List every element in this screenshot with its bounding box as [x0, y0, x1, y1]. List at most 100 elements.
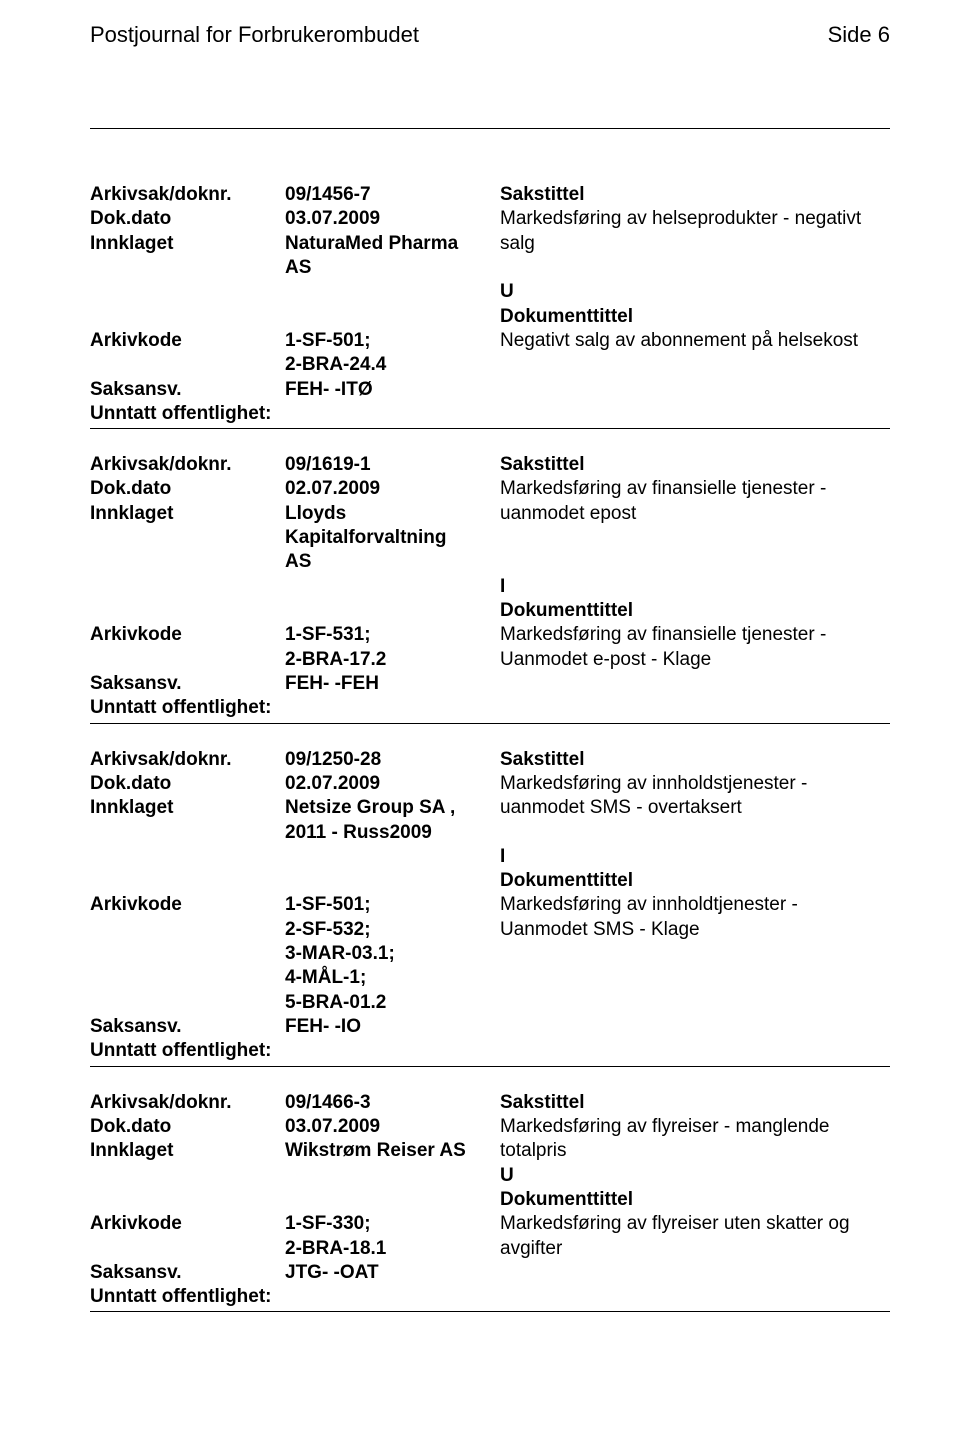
entry-row: Arkivkode 1-SF-330; Markedsføring av fly… [90, 1212, 890, 1236]
field-mid: 1-SF-501; [285, 893, 500, 917]
entry-row: Arkivkode 1-SF-531; Markedsføring av fin… [90, 623, 890, 647]
field-right: Markedsføring av flyreiser - manglende [500, 1115, 890, 1139]
field-label: Saksansv. [90, 672, 285, 696]
journal-entry: Arkivsak/doknr. 09/1466-3 Sakstittel Dok… [90, 1091, 890, 1313]
field-mid: 09/1250-28 [285, 748, 500, 772]
field-right: Uanmodet e-post - Klage [500, 648, 890, 672]
unntatt-label: Unntatt offentlighet: [90, 1285, 272, 1309]
field-right: Markedsføring av finansielle tjenester - [500, 623, 890, 647]
field-mid: 1-SF-531; [285, 623, 500, 647]
entry-row: 2-BRA-24.4 [90, 353, 890, 377]
entry-row: Arkivkode 1-SF-501; Markedsføring av inn… [90, 893, 890, 917]
field-mid: Netsize Group SA , [285, 796, 500, 820]
field-mid: 03.07.2009 [285, 1115, 500, 1139]
field-label: Arkivsak/doknr. [90, 183, 285, 207]
entry-row: Dokumenttittel [90, 1188, 890, 1212]
page-number: Side 6 [828, 22, 890, 48]
entry-row: U [90, 280, 890, 304]
entry-row: Innklaget Lloyds uanmodet epost [90, 502, 890, 526]
io-code: U [500, 280, 890, 304]
field-label: Innklaget [90, 502, 285, 526]
field-mid: FEH- -ITØ [285, 378, 500, 402]
field-right: uanmodet epost [500, 502, 890, 526]
field-label: Arkivkode [90, 623, 285, 647]
entry-row: Dok.dato 03.07.2009 Markedsføring av hel… [90, 207, 890, 231]
entry-row: Saksansv. FEH- -IO [90, 1015, 890, 1039]
field-mid: JTG- -OAT [285, 1261, 500, 1285]
entry-row: I [90, 845, 890, 869]
entry-row: Innklaget NaturaMed Pharma salg [90, 232, 890, 256]
entry-divider [90, 723, 890, 724]
header-row: Postjournal for Forbrukerombudet Side 6 [90, 22, 890, 48]
field-label: Arkivsak/doknr. [90, 748, 285, 772]
field-mid: Lloyds [285, 502, 500, 526]
field-mid: 2-BRA-18.1 [285, 1237, 500, 1261]
field-right: Sakstittel [500, 183, 890, 207]
entry-row: Unntatt offentlighet: [90, 696, 890, 720]
field-mid: AS [285, 256, 500, 280]
field-right: totalpris [500, 1139, 890, 1163]
entry-row: Unntatt offentlighet: [90, 402, 890, 426]
field-label: Saksansv. [90, 1261, 285, 1285]
field-mid: 3-MAR-03.1; [285, 942, 500, 966]
unntatt-label: Unntatt offentlighet: [90, 1039, 272, 1063]
field-mid: 02.07.2009 [285, 772, 500, 796]
io-code: I [500, 845, 890, 869]
entry-row: Dok.dato 02.07.2009 Markedsføring av inn… [90, 772, 890, 796]
entry-row: Saksansv. JTG- -OAT [90, 1261, 890, 1285]
entry-row: Dok.dato 02.07.2009 Markedsføring av fin… [90, 477, 890, 501]
journal-entry: Arkivsak/doknr. 09/1619-1 Sakstittel Dok… [90, 453, 890, 723]
field-mid: FEH- -IO [285, 1015, 500, 1039]
field-right: Markedsføring av helseprodukter - negati… [500, 207, 890, 231]
field-label: Innklaget [90, 1139, 285, 1163]
journal-title: Postjournal for Forbrukerombudet [90, 22, 419, 48]
field-right: uanmodet SMS - overtaksert [500, 796, 890, 820]
field-right: Negativt salg av abonnement på helsekost [500, 329, 890, 353]
entry-row: 3-MAR-03.1; [90, 942, 890, 966]
journal-entry: Arkivsak/doknr. 09/1456-7 Sakstittel Dok… [90, 183, 890, 429]
field-mid: Wikstrøm Reiser AS [285, 1139, 500, 1163]
dokumenttittel-label: Dokumenttittel [500, 869, 890, 893]
entry-row: Saksansv. FEH- -ITØ [90, 378, 890, 402]
field-label: Arkivkode [90, 329, 285, 353]
entry-row: AS [90, 256, 890, 280]
field-mid: 5-BRA-01.2 [285, 991, 500, 1015]
field-mid: AS [285, 550, 500, 574]
entry-row: Saksansv. FEH- -FEH [90, 672, 890, 696]
entry-row: Kapitalforvaltning [90, 526, 890, 550]
field-right: Uanmodet SMS - Klage [500, 918, 890, 942]
entry-row: 2-BRA-18.1 avgifter [90, 1237, 890, 1261]
dokumenttittel-label: Dokumenttittel [500, 599, 890, 623]
field-mid: 1-SF-501; [285, 329, 500, 353]
field-mid: 03.07.2009 [285, 207, 500, 231]
field-right: avgifter [500, 1237, 890, 1261]
field-mid: NaturaMed Pharma [285, 232, 500, 256]
entry-row: I [90, 575, 890, 599]
field-right: Sakstittel [500, 748, 890, 772]
entry-row: U [90, 1164, 890, 1188]
entry-row: AS [90, 550, 890, 574]
unntatt-label: Unntatt offentlighet: [90, 402, 272, 426]
field-mid: 2-BRA-17.2 [285, 648, 500, 672]
entry-row: Innklaget Wikstrøm Reiser AS totalpris [90, 1139, 890, 1163]
entries-container: Arkivsak/doknr. 09/1456-7 Sakstittel Dok… [90, 183, 890, 1312]
header-divider [90, 128, 890, 129]
entry-row: Arkivkode 1-SF-501; Negativt salg av abo… [90, 329, 890, 353]
page: Postjournal for Forbrukerombudet Side 6 … [0, 0, 960, 1452]
entry-row: 2011 - Russ2009 [90, 821, 890, 845]
field-right: Markedsføring av finansielle tjenester - [500, 477, 890, 501]
entry-divider [90, 428, 890, 429]
field-mid: 09/1466-3 [285, 1091, 500, 1115]
field-right: Sakstittel [500, 453, 890, 477]
entry-row: 4-MÅL-1; [90, 966, 890, 990]
field-right: salg [500, 232, 890, 256]
entry-row: Dokumenttittel [90, 305, 890, 329]
field-label: Arkivsak/doknr. [90, 453, 285, 477]
dokumenttittel-label: Dokumenttittel [500, 1188, 890, 1212]
field-mid: 2011 - Russ2009 [285, 821, 500, 845]
entry-row: Arkivsak/doknr. 09/1466-3 Sakstittel [90, 1091, 890, 1115]
entry-divider [90, 1066, 890, 1067]
entry-row: Dokumenttittel [90, 599, 890, 623]
field-mid: 09/1456-7 [285, 183, 500, 207]
entry-row: Unntatt offentlighet: [90, 1039, 890, 1063]
